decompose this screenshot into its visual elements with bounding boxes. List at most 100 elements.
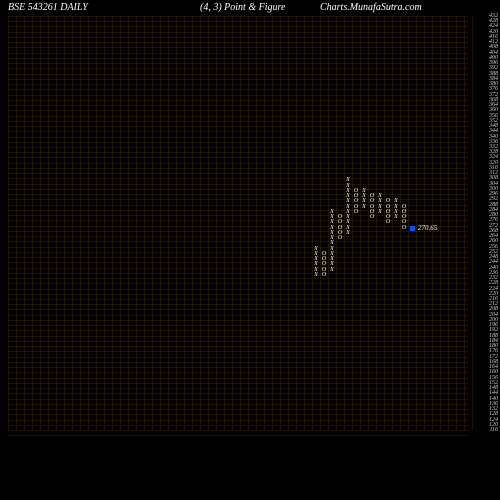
grid-line-h (8, 105, 468, 106)
pnf-o-cell: O (384, 205, 392, 210)
pnf-x-cell: X (312, 268, 320, 273)
grid-line-v (136, 16, 137, 430)
grid-line-h (8, 336, 468, 337)
pnf-x-cell: X (328, 241, 336, 246)
grid-line-h (8, 95, 468, 96)
grid-line-v (280, 16, 281, 430)
grid-line-v (272, 16, 273, 430)
grid-line-h (8, 283, 468, 284)
pnf-x-cell: X (344, 210, 352, 215)
grid-line-h (8, 68, 468, 69)
grid-line-v (112, 16, 113, 430)
grid-line-v (120, 16, 121, 430)
pnf-o-cell: O (320, 268, 328, 273)
grid-line-h (8, 26, 468, 27)
grid-line-v (64, 16, 65, 430)
grid-line-h (8, 393, 468, 394)
grid-line-h (8, 236, 468, 237)
grid-line-h (8, 16, 468, 17)
grid-line-h (8, 241, 468, 242)
symbol-label: BSE 543261 DAILY (8, 2, 88, 13)
pnf-x-cell: X (392, 199, 400, 204)
grid-line-h (8, 325, 468, 326)
grid-line-v (464, 16, 465, 430)
grid-line-h (8, 168, 468, 169)
grid-line-h (8, 226, 468, 227)
grid-line-v (56, 16, 57, 430)
grid-line-h (8, 388, 468, 389)
pnf-o-cell: O (368, 199, 376, 204)
pnf-x-cell: X (344, 199, 352, 204)
grid-line-v (32, 16, 33, 430)
pnf-x-cell: X (328, 257, 336, 262)
pnf-x-cell: X (344, 184, 352, 189)
grid-line-v (288, 16, 289, 430)
pnf-x-cell: X (328, 262, 336, 267)
chart-area: XXXXXXOOOOOXXXXXXXXXXXXOOOOOXXXXXXXXXXXO… (8, 16, 468, 430)
pnf-x-cell: X (376, 205, 384, 210)
grid-line-h (8, 142, 468, 143)
pnf-o-cell: O (400, 220, 408, 225)
pnf-x-cell: X (344, 226, 352, 231)
grid-line-h (8, 121, 468, 122)
pnf-o-cell: O (400, 215, 408, 220)
grid-line-h (8, 47, 468, 48)
grid-line-v (24, 16, 25, 430)
grid-line-h (8, 173, 468, 174)
pnf-x-cell: X (344, 205, 352, 210)
pnf-x-cell: X (360, 189, 368, 194)
grid-line-v (248, 16, 249, 430)
pnf-o-cell: O (384, 199, 392, 204)
grid-line-v (392, 16, 393, 430)
pnf-x-cell: X (344, 189, 352, 194)
pnf-x-cell: X (328, 215, 336, 220)
chart-header: BSE 543261 DAILY (4, 3) Point & Figure C… (0, 2, 500, 16)
grid-line-h (8, 383, 468, 384)
pnf-o-cell: O (320, 252, 328, 257)
grid-line-h (8, 294, 468, 295)
grid-line-h (8, 147, 468, 148)
grid-line-h (8, 79, 468, 80)
pnf-o-cell: O (336, 236, 344, 241)
grid-line-h (8, 137, 468, 138)
grid-line-h (8, 299, 468, 300)
grid-line-v (80, 16, 81, 430)
pnf-o-cell: O (336, 215, 344, 220)
pnf-x-cell: X (344, 178, 352, 183)
pnf-x-cell: X (328, 236, 336, 241)
pnf-o-cell: O (368, 205, 376, 210)
grid-line-v (296, 16, 297, 430)
grid-line-v (128, 16, 129, 430)
pnf-o-cell: O (352, 210, 360, 215)
grid-line-v (256, 16, 257, 430)
pnf-x-cell: X (360, 205, 368, 210)
current-price-marker (410, 226, 415, 231)
grid-line-h (8, 289, 468, 290)
grid-line-h (8, 309, 468, 310)
grid-line-h (8, 184, 468, 185)
grid-line-h (8, 37, 468, 38)
grid-line-h (8, 220, 468, 221)
grid-line-h (8, 278, 468, 279)
grid-line-h (8, 378, 468, 379)
pnf-x-cell: X (328, 226, 336, 231)
pnf-o-cell: O (384, 210, 392, 215)
pnf-o-cell: O (336, 220, 344, 225)
grid-line-h (8, 116, 468, 117)
grid-line-h (8, 430, 468, 431)
grid-line-h (8, 21, 468, 22)
pnf-o-cell: O (352, 199, 360, 204)
grid-line-v (40, 16, 41, 430)
pnf-x-cell: X (376, 210, 384, 215)
grid-line-h (8, 247, 468, 248)
pnf-x-cell: X (328, 252, 336, 257)
grid-line-v (368, 16, 369, 430)
grid-line-h (8, 178, 468, 179)
grid-line-h (8, 351, 468, 352)
pnf-x-cell: X (344, 231, 352, 236)
grid-line-v (200, 16, 201, 430)
grid-line-v (192, 16, 193, 430)
pnf-o-cell: O (400, 210, 408, 215)
grid-line-h (8, 330, 468, 331)
grid-line-v (144, 16, 145, 430)
